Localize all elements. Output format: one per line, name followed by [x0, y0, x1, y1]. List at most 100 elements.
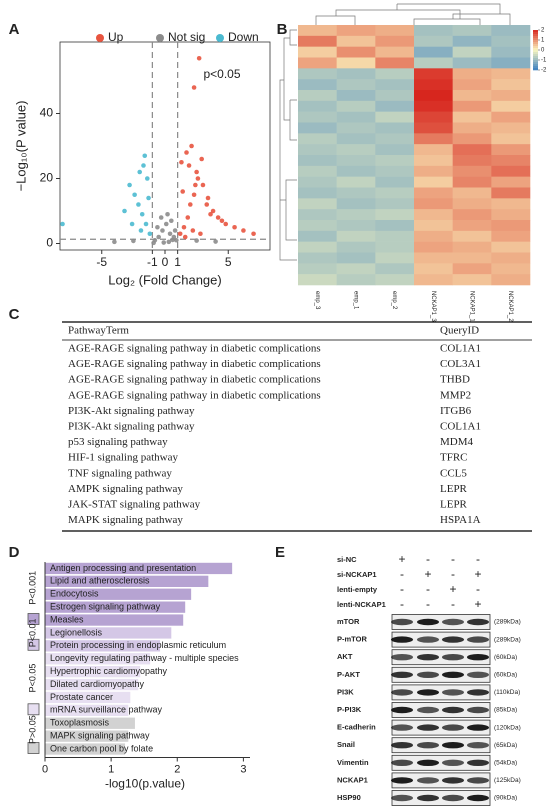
condition-label: lenti-NCKAP1: [337, 600, 386, 609]
bar-label: Longevity regulating pathway - multiple …: [50, 653, 239, 663]
heat-cell: [375, 122, 415, 134]
table-cell: TNF signaling pathway: [68, 467, 172, 479]
point: [199, 156, 204, 162]
heat-cell: [336, 187, 376, 199]
heat-cell: [491, 35, 531, 47]
point: [180, 189, 186, 194]
point: [232, 224, 237, 230]
point: [138, 228, 144, 233]
heat-cell: [298, 46, 337, 58]
lane-sign: -: [451, 597, 455, 611]
heat-cell: [336, 209, 376, 221]
heat-cell: [414, 68, 453, 80]
band: [391, 671, 413, 678]
point: [177, 231, 183, 237]
heat-cell: [414, 241, 453, 253]
panel-label: E: [275, 544, 285, 561]
protein-label: mTOR: [337, 617, 360, 626]
heat-cell: [375, 165, 415, 177]
band: [442, 654, 464, 661]
band: [391, 706, 413, 714]
heat-cell: [491, 25, 531, 37]
point: [139, 211, 145, 217]
colorbar-step: [533, 40, 538, 43]
heat-cell: [336, 90, 376, 102]
heat-cell: [491, 165, 531, 177]
heat-cell: [336, 133, 376, 145]
band: [442, 759, 464, 766]
heat-cell: [491, 100, 531, 112]
colorbar-step: [533, 58, 538, 61]
point: [170, 237, 175, 243]
point: [136, 202, 141, 207]
heat-cell: [491, 230, 531, 242]
band: [417, 618, 439, 626]
legend-swatch: [216, 34, 224, 42]
x-axis-label: Log₂ (Fold Change): [108, 272, 221, 287]
point: [167, 231, 173, 237]
point: [144, 176, 150, 181]
bar-label: Measles: [50, 614, 84, 624]
band: [467, 794, 489, 802]
heat-cell: [452, 111, 492, 123]
heat-cell: [414, 25, 453, 37]
panel-label: A: [9, 21, 20, 38]
point: [112, 239, 117, 245]
x-tick-label: 1: [174, 255, 181, 269]
point: [174, 237, 179, 243]
point: [147, 231, 153, 237]
protein-size: (60kDa): [494, 672, 517, 679]
heat-cell: [491, 111, 531, 123]
point: [181, 224, 187, 230]
band: [417, 794, 439, 802]
x-tick-label: 2: [174, 763, 180, 775]
table-cell: TFRC: [440, 452, 468, 464]
table-cell: AGE-RAGE signaling pathway in diabetic c…: [68, 374, 321, 386]
lane-sign: -: [400, 582, 404, 596]
heat-cell: [414, 79, 453, 91]
heat-cell: [375, 263, 415, 275]
heat-cell: [298, 68, 337, 80]
heat-cell: [452, 35, 492, 47]
heat-cell: [298, 122, 337, 134]
group-swatch: [27, 613, 40, 625]
legend-label: Not sig: [168, 30, 205, 44]
panel-label: D: [9, 544, 20, 561]
heat-cell: [375, 220, 415, 232]
heat-cell: [375, 57, 415, 69]
point: [155, 224, 160, 230]
bar: [45, 627, 172, 639]
point: [137, 169, 142, 175]
point: [204, 202, 210, 207]
heat-cell: [375, 111, 415, 123]
group-label: P>0.05: [27, 715, 37, 744]
heat-cell: [414, 100, 453, 112]
heat-cell: [491, 79, 531, 91]
bar: [45, 653, 151, 665]
point: [205, 195, 211, 201]
protein-size: (65kDa): [494, 742, 517, 749]
point: [194, 169, 199, 175]
heat-cell: [491, 241, 531, 253]
table-cell: LEPR: [440, 483, 468, 495]
lane-sign: +: [474, 597, 481, 611]
y-tick-label: 20: [40, 171, 54, 185]
dendrogram: [279, 3, 511, 261]
heat-cell: [336, 111, 376, 123]
heat-cell: [375, 35, 415, 47]
heat-cell: [298, 165, 337, 177]
colorbar-step: [533, 34, 538, 37]
colorbar-label: -1: [541, 58, 547, 64]
heat-cell: [298, 35, 337, 47]
heat-cell: [375, 90, 415, 102]
group-label: P<0.01: [27, 619, 37, 648]
point: [127, 182, 132, 188]
point: [193, 182, 198, 188]
heat-cell: [336, 35, 376, 47]
heat-cell: [452, 230, 492, 242]
heat-cell: [414, 122, 453, 134]
heat-cell: [298, 90, 337, 102]
point: [122, 208, 127, 214]
colorbar-step: [533, 52, 538, 55]
heat-cell: [375, 155, 415, 167]
